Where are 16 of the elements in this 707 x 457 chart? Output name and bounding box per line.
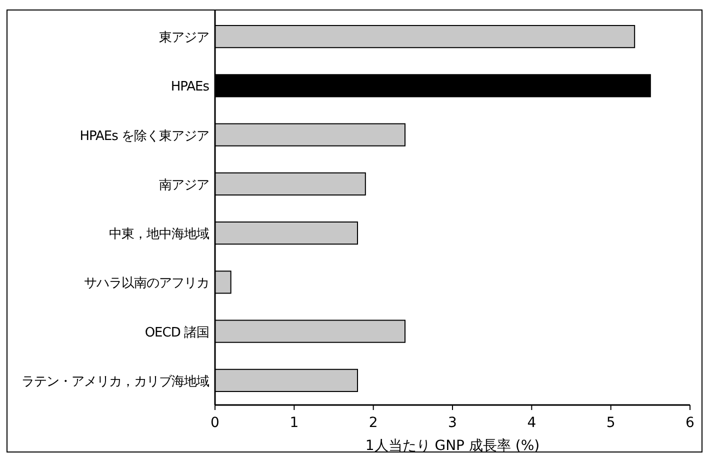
y-tick-label: OECD 諸国: [144, 325, 209, 340]
x-tick-label: 6: [686, 415, 695, 431]
y-tick-label: サハラ以南のアフリカ: [84, 276, 209, 292]
x-tick-label: 3: [448, 415, 457, 431]
y-tick-label: HPAEs: [170, 80, 210, 95]
x-tick-label: 1: [290, 415, 299, 431]
y-tick-label: ラテン・アメリカ，カリブ海地域: [22, 374, 210, 390]
y-tick-label: 東アジア: [159, 30, 210, 46]
x-tick-label: 4: [527, 415, 536, 431]
x-tick-label: 0: [210, 415, 220, 431]
y-tick-label: 南アジア: [159, 178, 210, 193]
x-tick-label: 5: [606, 415, 616, 431]
x-axis-title: 1人当たり GNP 成長率 (%): [365, 438, 540, 454]
x-tick-label: 2: [368, 415, 378, 431]
y-tick-label: HPAEs を除く東アジア: [80, 128, 210, 144]
y-tick-label: 中東，地中海地域: [109, 227, 210, 242]
